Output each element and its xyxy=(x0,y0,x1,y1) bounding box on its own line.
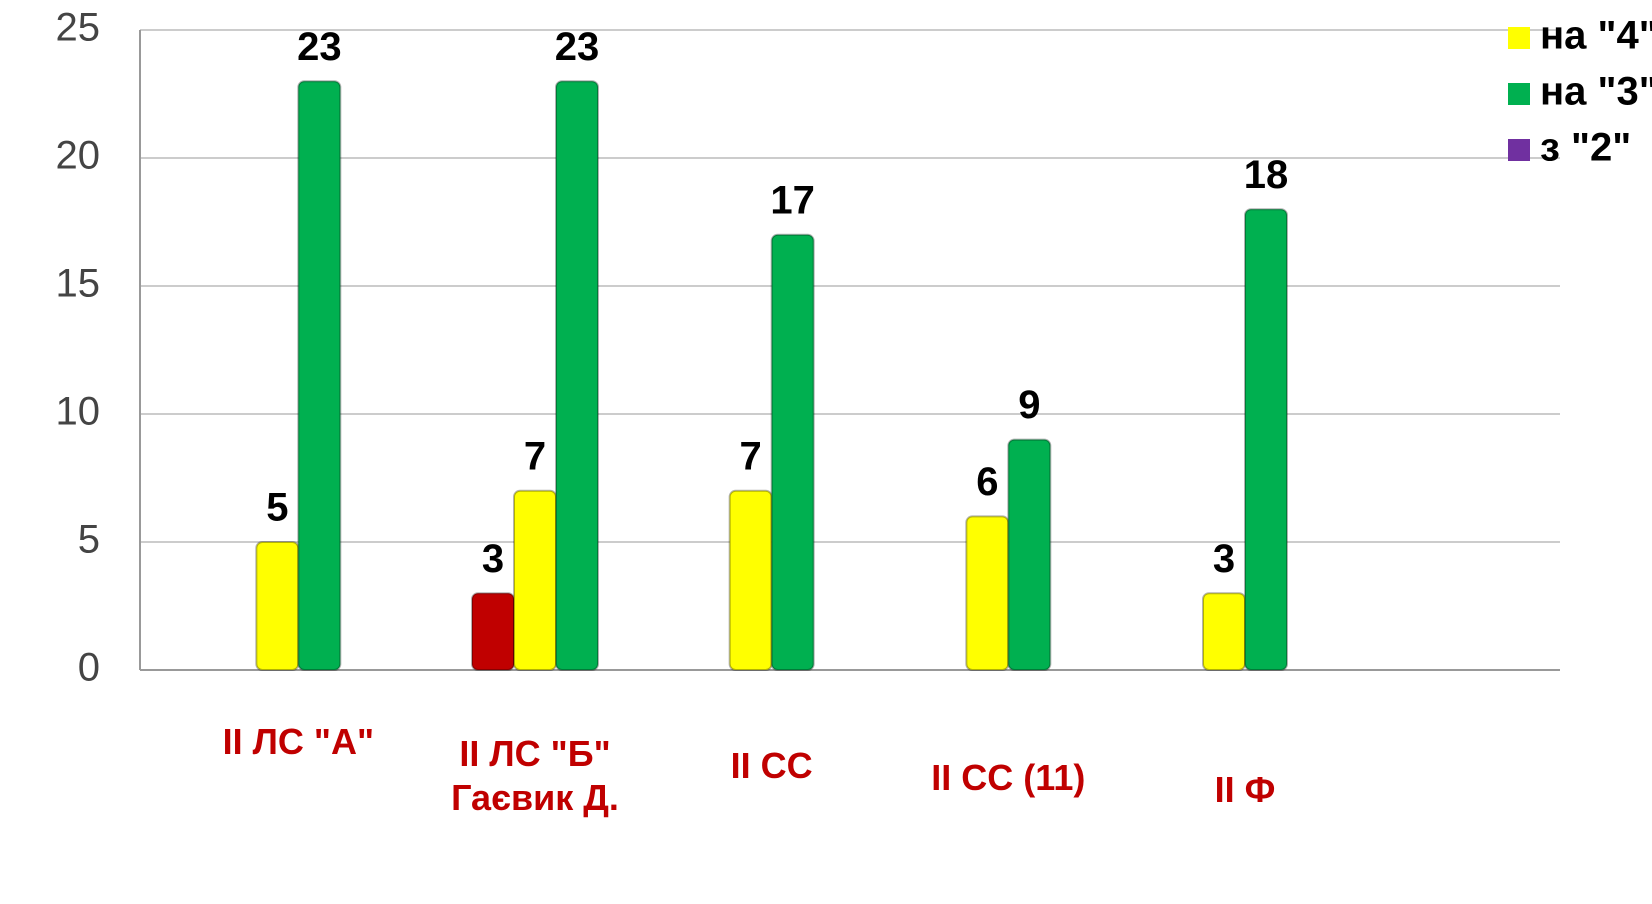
x-tick-label: II СС xyxy=(662,744,882,788)
legend-label: на "4" xyxy=(1540,14,1652,58)
legend-label: з "2" xyxy=(1540,126,1631,170)
bar xyxy=(298,81,340,670)
bar xyxy=(472,593,514,670)
y-tick-label: 15 xyxy=(56,262,101,306)
page: 0 5 10 15 20 25 5 23 3 7 23 7 17 69 3 18 на "4" на "3" з "… xyxy=(0,0,1652,904)
x-tick-label: II ЛС "Б" Гаєвик Д. xyxy=(425,732,645,820)
bar xyxy=(1008,440,1050,670)
data-label: 9 xyxy=(1018,383,1040,427)
data-label: 18 xyxy=(1244,153,1289,197)
data-label: 7 xyxy=(524,434,546,478)
data-label: 3 xyxy=(1213,537,1235,581)
y-tick-label: 20 xyxy=(56,134,101,178)
bar xyxy=(556,81,598,670)
bar xyxy=(1203,593,1245,670)
bar xyxy=(772,235,814,670)
y-tick-label: 25 xyxy=(56,6,101,50)
data-label: 23 xyxy=(297,25,342,69)
y-tick-label: 0 xyxy=(78,646,100,690)
bar xyxy=(730,491,772,670)
data-label: 6 xyxy=(976,460,998,504)
data-label: 5 xyxy=(266,486,288,530)
data-label: 23 xyxy=(555,25,600,69)
x-tick-label: II ЛС "А" xyxy=(188,720,408,764)
legend-marker xyxy=(1508,139,1530,161)
data-label: 7 xyxy=(740,434,762,478)
legend-marker xyxy=(1508,27,1530,49)
x-tick-label: II СС (11) xyxy=(898,756,1118,800)
legend-label: на "3" xyxy=(1540,70,1652,114)
bar xyxy=(1245,209,1287,670)
data-label: 3 xyxy=(482,537,504,581)
x-tick-label: II Ф xyxy=(1135,768,1355,812)
bar xyxy=(966,516,1008,670)
y-tick-label: 5 xyxy=(78,518,100,562)
y-tick-label: 10 xyxy=(56,390,101,434)
bar xyxy=(514,491,556,670)
data-label: 17 xyxy=(770,178,815,222)
bar xyxy=(256,542,298,670)
legend-marker xyxy=(1508,83,1530,105)
